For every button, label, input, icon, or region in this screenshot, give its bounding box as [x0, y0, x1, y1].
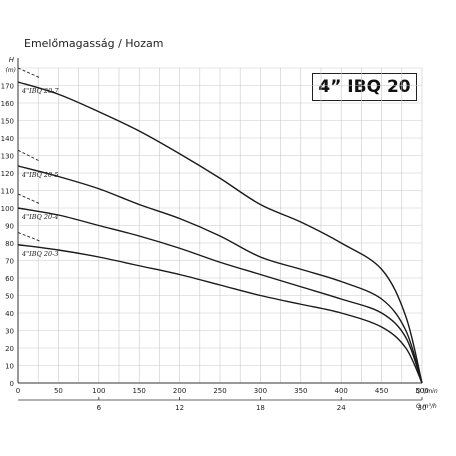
x-tick-label-lmin: 500 [415, 387, 428, 395]
x-axis-label-m3h: Q m³/h [416, 403, 437, 410]
series-label-3: 4"IBQ 20-3 [21, 250, 58, 258]
y-axis-unit: (m) [5, 67, 16, 74]
x-tick-label-lmin: 50 [54, 387, 63, 395]
x-tick-label-lmin: 150 [133, 387, 146, 395]
x-tick-label-lmin: 250 [213, 387, 226, 395]
y-tick-label: 120 [1, 170, 14, 178]
y-tick-label: 100 [1, 205, 14, 213]
x-tick-label-lmin: 450 [375, 387, 388, 395]
y-tick-label: 40 [5, 310, 14, 318]
series-line-0 [17, 81, 423, 384]
series-line-2 [17, 207, 423, 384]
y-tick-label: 130 [1, 153, 14, 161]
series-label-1: 4"IBQ 20-5 [21, 171, 58, 179]
series-dash-0 [17, 67, 41, 79]
x-tick-label-lmin: 200 [173, 387, 186, 395]
x-tick-label-lmin: 100 [92, 387, 105, 395]
x-axis-label-lmin: Q l/min [416, 388, 438, 395]
x-tick-label-lmin: 350 [294, 387, 307, 395]
y-tick-label: 0 [10, 380, 14, 388]
series-dash-1 [17, 149, 41, 162]
series-dash-3 [17, 232, 41, 242]
y-axis-label: H [9, 56, 15, 64]
y-tick-label: 80 [5, 240, 14, 248]
y-tick-label: 150 [1, 118, 14, 126]
y-tick-label: 110 [1, 188, 14, 196]
x-tick-label-m3h: 6 [97, 404, 102, 412]
series-line-3 [17, 244, 423, 384]
y-tick-label: 170 [1, 83, 14, 91]
series-line-1 [17, 165, 423, 384]
y-tick-label: 70 [5, 258, 14, 266]
x-tick-label-m3h: 12 [175, 404, 184, 412]
y-tick-label: 50 [5, 293, 14, 301]
y-tick-label: 160 [1, 100, 14, 108]
series-label-2: 4"IBQ 20-4 [21, 213, 58, 221]
y-tick-label: 30 [5, 328, 14, 336]
x-tick-label-lmin: 300 [254, 387, 267, 395]
x-tick-label-m3h: 24 [337, 404, 346, 412]
x-tick-label-m3h: 18 [256, 404, 265, 412]
x-tick-label-m3h: 30 [418, 404, 427, 412]
y-tick-label: 140 [1, 135, 14, 143]
y-tick-label: 10 [5, 363, 14, 371]
series-label-0: 4"IBQ 20-7 [21, 87, 59, 95]
x-tick-label-lmin: 0 [16, 387, 20, 395]
y-tick-label: 20 [5, 345, 14, 353]
y-tick-label: 60 [5, 275, 14, 283]
chart-header: Emelőmagasság / Hozam [24, 37, 164, 50]
y-tick-label: 90 [5, 223, 14, 231]
series-dash-2 [17, 193, 41, 205]
x-tick-label-lmin: 400 [335, 387, 348, 395]
